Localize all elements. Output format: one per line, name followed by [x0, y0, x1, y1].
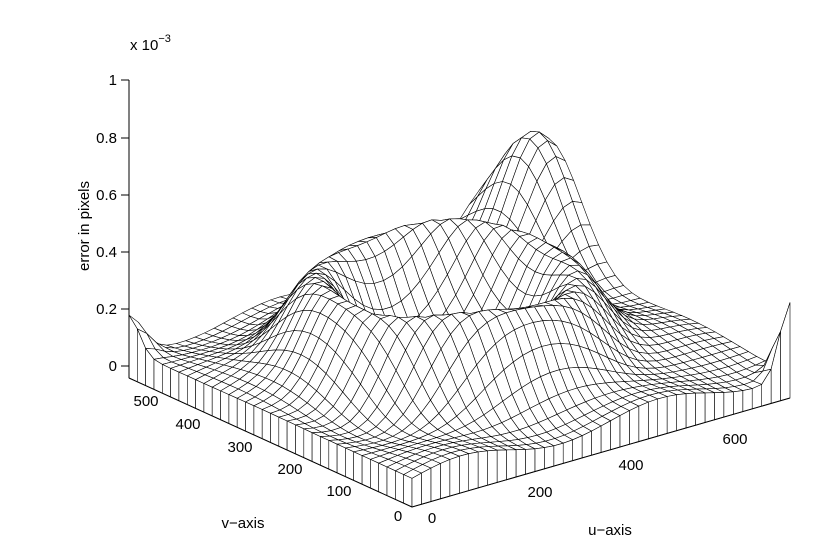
surface-skirt [411, 472, 422, 508]
u-tick-label: 400 [618, 457, 643, 474]
surface-skirt [311, 432, 321, 466]
u-tick-label: 600 [722, 431, 747, 448]
surface-skirt [386, 466, 396, 500]
surface-skirt [477, 450, 488, 489]
surface-skirt [261, 409, 271, 443]
surface-skirt [685, 392, 696, 429]
u-axis: 0 200 400 600 u−axis [411, 397, 791, 539]
surface-skirt [723, 391, 734, 418]
v-axis-label: v−axis [222, 515, 265, 532]
surface-skirt [170, 367, 180, 402]
v-tick-label: 400 [175, 416, 200, 433]
surface-skirt [458, 453, 470, 494]
surface-skirt [619, 410, 630, 448]
surface-skirt [487, 449, 498, 486]
surface-skirt [704, 392, 715, 423]
surface-skirt [336, 443, 346, 478]
surface-skirt [395, 470, 405, 504]
surface-skirt [153, 358, 163, 394]
surface-skirt [647, 398, 659, 440]
surface-skirt [345, 447, 355, 481]
surface-skirt [220, 390, 230, 424]
surface-skirt [553, 442, 564, 467]
surface-skirt [440, 459, 451, 500]
surface-skirt [421, 467, 432, 505]
surface-skirt [610, 415, 621, 451]
z-axis: 0 0.2 0.4 0.6 0.8 1 x 10−3 error in pixe… [76, 33, 171, 378]
surface-skirt [780, 302, 791, 402]
surface-skirt [236, 397, 246, 432]
surface-skirt [295, 424, 305, 459]
v-tick-label: 200 [277, 461, 302, 478]
z-axis-label: error in pixels [76, 181, 93, 271]
surface-skirt [303, 428, 313, 462]
surface-skirt [253, 405, 263, 440]
surface-skirt [742, 388, 753, 412]
v-tick-label: 0 [394, 508, 402, 525]
surface-skirt [162, 363, 171, 398]
z-tick-label: 0.8 [96, 130, 117, 147]
surface-skirt [430, 463, 441, 503]
surface-skirt [245, 401, 255, 436]
surface-skirt [732, 390, 744, 415]
surface-skirt [581, 430, 592, 459]
surface-skirt [666, 394, 677, 434]
u-tick-label: 200 [527, 484, 552, 501]
surface-skirt [403, 474, 413, 508]
surface-skirt [676, 393, 687, 432]
u-axis-line [411, 397, 791, 508]
surface-skirt [370, 458, 380, 493]
surface-skirt [195, 379, 205, 413]
surface-skirt [506, 449, 517, 481]
v-tick-label: 500 [133, 393, 158, 410]
u-tick-label: 0 [428, 510, 436, 527]
surface-skirt [525, 448, 536, 475]
z-scale-label: x 10−3 [130, 33, 171, 54]
v-axis: 0 100 200 300 400 500 v−axis [128, 377, 413, 532]
surface-skirt [286, 420, 296, 455]
z-tick-label: 0.2 [96, 301, 117, 318]
surface-skirt [496, 449, 507, 483]
surface-skirt [591, 425, 602, 456]
surface-mesh [128, 130, 791, 508]
surface-skirt [449, 455, 460, 497]
surface-skirt [534, 447, 545, 472]
surface-skirt [714, 392, 725, 421]
surface-skirt [695, 392, 706, 426]
surface-skirt [572, 435, 583, 462]
surface-skirt [328, 439, 338, 474]
z-tick-label: 0 [109, 358, 117, 375]
z-tick-label: 0.4 [96, 244, 117, 261]
u-axis-label: u−axis [588, 522, 632, 539]
surface-skirt [629, 405, 640, 445]
surface-skirt [187, 375, 196, 409]
surface-skirt [203, 383, 213, 417]
surface-skirt [468, 451, 479, 491]
z-tick-label: 1 [109, 72, 117, 89]
surface-skirt [320, 436, 330, 470]
v-axis-line [128, 377, 413, 508]
z-tick-label: 0.6 [96, 187, 117, 204]
surface-skirt [657, 396, 668, 437]
v-tick-label: 300 [227, 439, 252, 456]
surface-skirt [562, 439, 573, 464]
surface-skirt [543, 445, 555, 470]
surface-skirt [178, 371, 188, 406]
surface-skirt [278, 416, 288, 451]
surface-skirt [378, 462, 388, 497]
surface-skirt [211, 386, 221, 421]
surface-skirt [270, 412, 280, 447]
v-tick-label: 100 [326, 483, 351, 500]
surface-skirt [751, 383, 763, 410]
surface-skirt [638, 401, 649, 442]
z-scale-exponent: −3 [158, 33, 171, 45]
surface-skirt [361, 455, 371, 489]
surface-skirt [353, 451, 363, 485]
surface-skirt [228, 394, 238, 428]
surface-skirt [600, 420, 611, 453]
surface-skirt [515, 449, 526, 478]
